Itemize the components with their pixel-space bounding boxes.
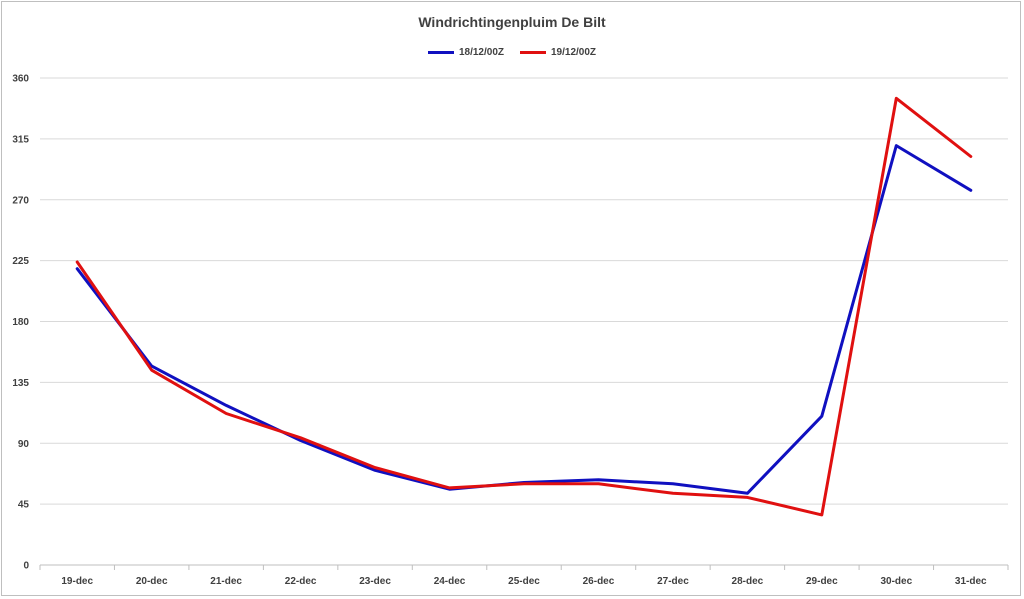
x-tick-label-19-dec: 19-dec bbox=[61, 576, 93, 587]
x-tick-label-23-dec: 23-dec bbox=[359, 576, 391, 587]
x-tick-label-24-dec: 24-dec bbox=[434, 576, 466, 587]
x-tick-label-28-dec: 28-dec bbox=[732, 576, 764, 587]
series-line-2 bbox=[75, 96, 973, 517]
y-tick-label-180: 180 bbox=[12, 317, 29, 328]
x-tick-label-22-dec: 22-dec bbox=[285, 576, 317, 587]
x-tick-label-30-dec: 30-dec bbox=[880, 576, 912, 587]
legend-entry-series-2: 19/12/00Z bbox=[520, 47, 596, 58]
y-tick-label-270: 270 bbox=[12, 195, 29, 206]
x-tick-label-27-dec: 27-dec bbox=[657, 576, 689, 587]
legend-label-series-1: 18/12/00Z bbox=[458, 47, 504, 58]
legend-swatch-series-2 bbox=[520, 51, 546, 54]
x-tick-label-31-dec: 31-dec bbox=[955, 576, 987, 587]
y-tick-label-315: 315 bbox=[12, 134, 29, 145]
y-tick-label-360: 360 bbox=[12, 74, 29, 85]
legend-entry-series-1: 18/12/00Z bbox=[427, 47, 504, 58]
series-line-1 bbox=[75, 144, 973, 495]
legend-swatch-series-1 bbox=[427, 51, 454, 54]
x-tick-label-25-dec: 25-dec bbox=[508, 576, 540, 587]
y-tick-label-45: 45 bbox=[18, 500, 30, 511]
legend-label-series-2: 19/12/00Z bbox=[551, 47, 597, 58]
x-tick-label-20-dec: 20-dec bbox=[136, 576, 168, 587]
x-tick-label-29-dec: 29-dec bbox=[806, 576, 838, 587]
x-tick-label-26-dec: 26-dec bbox=[583, 576, 615, 587]
chart-title: Windrichtingenpluim De Bilt bbox=[418, 14, 606, 30]
y-tick-label-135: 135 bbox=[12, 378, 29, 389]
y-tick-label-0: 0 bbox=[23, 561, 29, 572]
y-tick-label-90: 90 bbox=[18, 439, 30, 450]
chart-legend: 18/12/00Z 19/12/00Z bbox=[2, 47, 1022, 58]
y-tick-label-225: 225 bbox=[12, 256, 29, 267]
x-tick-label-21-dec: 21-dec bbox=[210, 576, 242, 587]
